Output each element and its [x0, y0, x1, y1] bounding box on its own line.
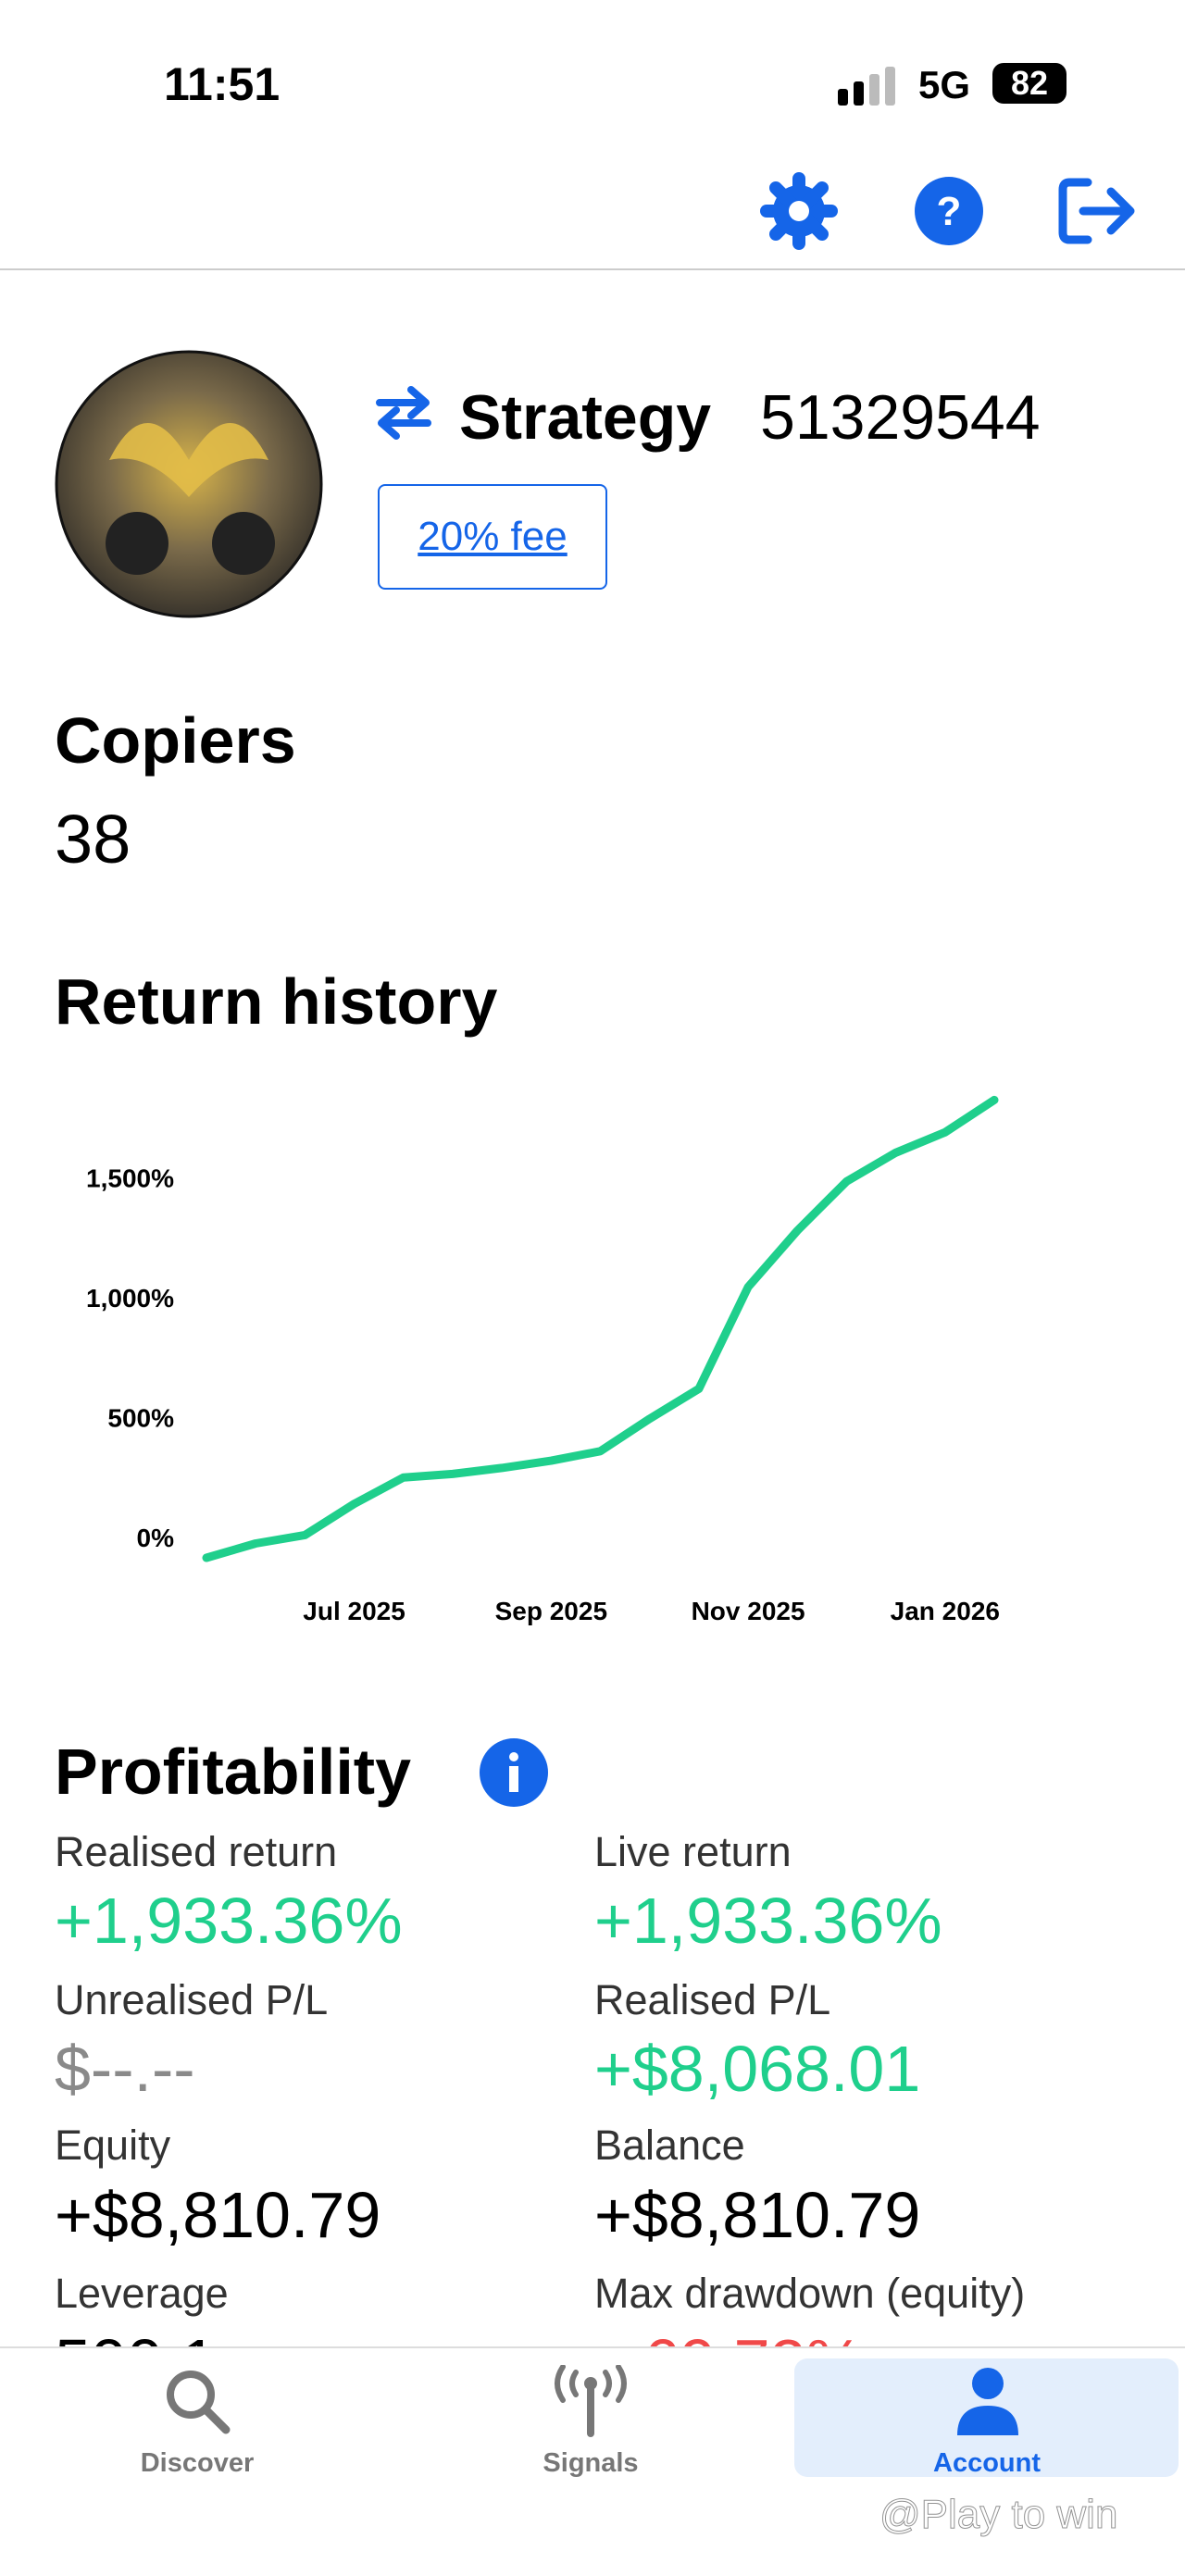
metric-label: Live return — [594, 1828, 792, 1875]
status-time: 11:51 — [164, 58, 281, 110]
metric-label: Max drawdown (equity) — [594, 2270, 1026, 2317]
copiers-value: 38 — [55, 801, 131, 877]
watermark: @Play to win — [879, 2492, 1118, 2538]
svg-text:?: ? — [937, 189, 962, 234]
metric-label: Leverage — [55, 2270, 229, 2317]
strategy-id: 51329544 — [760, 382, 1041, 453]
info-icon[interactable] — [478, 1736, 552, 1811]
battery: 82 — [992, 63, 1066, 104]
account-icon[interactable] — [954, 2365, 1022, 2439]
signals-icon[interactable] — [552, 2365, 630, 2439]
discover-icon[interactable] — [163, 2367, 233, 2437]
metric-label: Equity — [55, 2122, 171, 2169]
y-tick-label: 1,500% — [86, 1164, 174, 1193]
return-line — [202, 1095, 999, 1562]
network: 5G — [918, 63, 971, 106]
y-tick-label: 500% — [107, 1404, 174, 1433]
fee-button[interactable]: 20% fee — [378, 484, 607, 590]
metric-label: Realised P/L — [594, 1976, 831, 2023]
strategy-title: Strategy — [459, 382, 712, 453]
metric-value: +$8,068.01 — [594, 2033, 921, 2105]
metric-label: Unrealised P/L — [55, 1976, 329, 2023]
x-tick-label: Nov 2025 — [692, 1597, 805, 1625]
x-tick-label: Sep 2025 — [495, 1597, 607, 1625]
copiers-label: Copiers — [55, 704, 296, 777]
nav-label[interactable]: Account — [933, 2448, 1041, 2478]
section-title: Profitability — [55, 1736, 412, 1808]
settings-icon[interactable] — [760, 172, 838, 250]
metric-label: Realised return — [55, 1828, 338, 1875]
metric-value: +1,933.36% — [55, 1885, 403, 1957]
return-chart: 0% 500% 1,000% 1,500% Jul 2025 Sep 2025 Nov 20… — [86, 1095, 1000, 1625]
bottom-nav: Discover Signals Account @Play to win — [0, 2346, 1185, 2576]
x-tick-label: Jul 2025 — [303, 1597, 405, 1625]
signal-icon — [838, 67, 895, 106]
metric-value: $--.-- — [55, 2033, 195, 2105]
avatar — [55, 350, 323, 618]
logout-icon[interactable] — [1058, 178, 1135, 244]
x-tick-label: Jan 2026 — [891, 1597, 1000, 1625]
metric-value: +$8,810.79 — [55, 2179, 381, 2251]
nav-label[interactable]: Discover — [140, 2448, 255, 2478]
metric-value: +$8,810.79 — [594, 2179, 921, 2251]
metric-label: Balance — [594, 2122, 745, 2169]
header-icons: ? — [760, 172, 1135, 250]
section-title: Return history — [55, 965, 498, 1038]
help-icon[interactable]: ? — [915, 177, 983, 245]
metric-value: +1,933.36% — [594, 1885, 942, 1957]
y-tick-label: 0% — [137, 1524, 175, 1552]
y-tick-label: 1,000% — [86, 1284, 174, 1313]
nav-label[interactable]: Signals — [543, 2448, 639, 2478]
swap-icon — [376, 386, 431, 440]
header-divider — [0, 268, 1185, 270]
